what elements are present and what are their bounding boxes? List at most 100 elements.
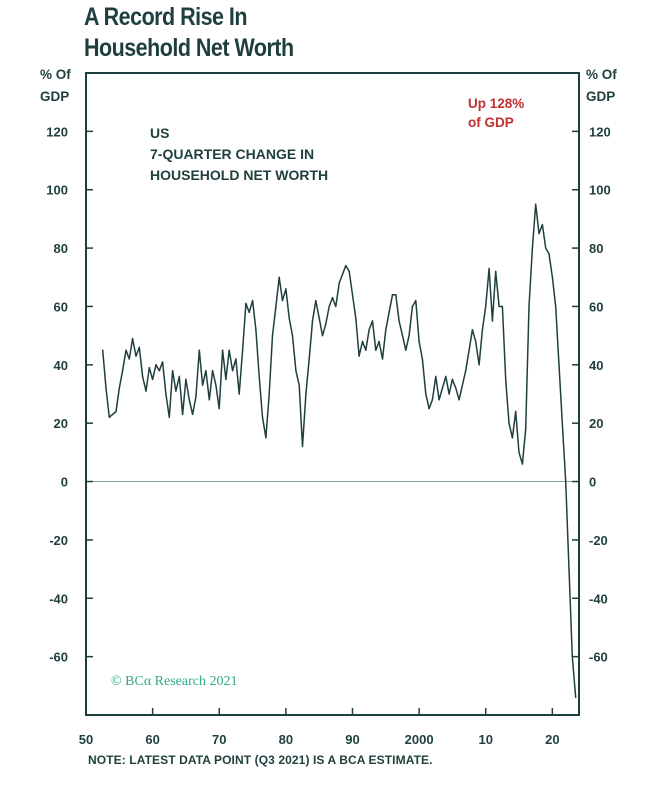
- data-point: [131, 337, 134, 340]
- footnote: NOTE: LATEST DATA POINT (Q3 2021) IS A B…: [88, 753, 433, 767]
- data-point: [245, 302, 247, 305]
- data-point: [531, 247, 534, 249]
- data-point: [151, 378, 154, 381]
- series-line-0: [101, 203, 577, 698]
- data-point: [431, 399, 434, 401]
- y-tick-label-left: -40: [49, 591, 68, 606]
- data-point: [105, 387, 107, 389]
- data-point: [208, 399, 210, 401]
- data-point: [161, 361, 164, 363]
- data-point: [178, 375, 180, 378]
- data-point: [421, 358, 424, 360]
- data-point: [215, 384, 217, 386]
- data-point: [525, 428, 527, 430]
- data-point: [228, 349, 230, 351]
- data-point: [111, 413, 114, 416]
- data-point: [375, 349, 377, 351]
- data-point: [401, 334, 404, 337]
- plot-frame: [85, 72, 580, 716]
- y-tick-label-right: 40: [589, 358, 603, 373]
- data-point: [205, 370, 207, 372]
- data-point: [211, 370, 214, 372]
- callout-line-1: Up 128%: [468, 96, 525, 111]
- data-point: [395, 294, 397, 296]
- data-point: [135, 355, 137, 357]
- y-tick-label-right: 80: [589, 241, 603, 256]
- y-axis-unit-left-line-1: % Of: [40, 67, 71, 82]
- data-point: [115, 410, 117, 413]
- data-point: [138, 346, 140, 348]
- x-tick-label: 70: [212, 732, 226, 747]
- data-point: [538, 232, 540, 235]
- data-point: [328, 305, 330, 308]
- data-point: [231, 370, 234, 372]
- x-tick-label: 10: [478, 732, 492, 747]
- data-point: [338, 282, 340, 284]
- data-point: [451, 378, 454, 381]
- data-point: [148, 367, 150, 369]
- data-point: [481, 329, 484, 331]
- x-tick-label: 90: [345, 732, 359, 747]
- data-point: [361, 340, 364, 343]
- data-point: [368, 329, 370, 331]
- data-point: [158, 370, 160, 372]
- data-point: [341, 273, 344, 276]
- y-tick-label-right: 60: [589, 299, 603, 314]
- data-point: [308, 358, 310, 360]
- data-point: [425, 393, 427, 395]
- data-point: [185, 378, 187, 381]
- data-point: [315, 299, 317, 302]
- data-point: [298, 384, 300, 386]
- data-point: [155, 364, 157, 366]
- data-point: [558, 364, 560, 366]
- data-point: [528, 305, 530, 308]
- data-point: [291, 334, 294, 337]
- data-point: [301, 445, 304, 448]
- data-point: [345, 264, 347, 267]
- data-point: [371, 320, 374, 322]
- data-point: [391, 294, 394, 296]
- data-point: [258, 375, 260, 378]
- data-point: [471, 329, 474, 331]
- y-tick-label-right: -60: [589, 650, 608, 665]
- data-point: [571, 655, 573, 658]
- data-point: [508, 422, 510, 424]
- data-point: [348, 270, 350, 273]
- data-point: [568, 568, 570, 570]
- data-point: [288, 317, 290, 319]
- data-point: [318, 317, 320, 319]
- data-point: [261, 416, 264, 418]
- data-point: [218, 407, 220, 410]
- x-tick-label: 2000: [405, 732, 434, 747]
- y-tick-label-left: -20: [49, 533, 68, 548]
- data-point: [441, 387, 444, 389]
- data-point: [448, 393, 450, 395]
- y-tick-label-left: 80: [54, 241, 68, 256]
- data-point: [548, 253, 550, 255]
- data-point: [125, 349, 127, 351]
- y-axis-unit-right: % Of GDP: [586, 64, 617, 108]
- data-point: [195, 396, 197, 398]
- data-point: [478, 364, 480, 366]
- data-point: [221, 349, 224, 351]
- data-point: [121, 370, 124, 372]
- copyright-text: © BCα Research 2021: [111, 674, 238, 689]
- data-point: [385, 329, 387, 331]
- y-tick-label-left: -60: [49, 650, 68, 665]
- data-point: [305, 393, 307, 395]
- data-point: [521, 463, 524, 465]
- data-point: [271, 334, 274, 337]
- y-tick-label-right: -40: [589, 591, 608, 606]
- x-tick-label: 80: [279, 732, 293, 747]
- data-point: [435, 375, 437, 378]
- data-point: [458, 399, 460, 401]
- data-point: [165, 393, 167, 395]
- y-tick-label-right: -20: [589, 533, 608, 548]
- data-point: [285, 288, 287, 290]
- y-tick-label-right: 120: [589, 124, 611, 139]
- inset-line-2: 7-QUARTER CHANGE IN: [150, 146, 315, 162]
- data-point: [561, 422, 563, 424]
- data-point: [118, 387, 121, 389]
- data-point: [408, 334, 410, 337]
- data-point: [388, 311, 390, 313]
